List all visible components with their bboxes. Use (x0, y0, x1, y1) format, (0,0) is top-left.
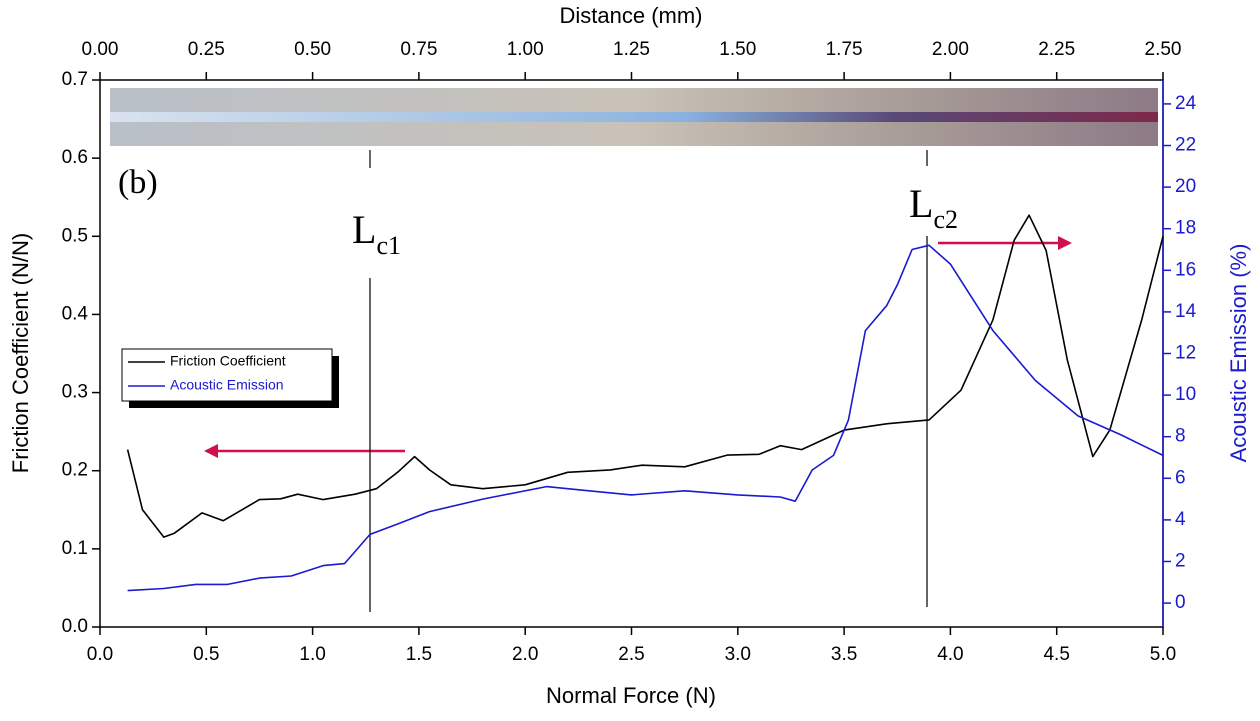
x-tick-label: 0.5 (193, 644, 219, 665)
critical-load-label: Lc1 (352, 207, 401, 260)
x-tick-label: 2.5 (618, 644, 644, 665)
x2-axis-label: Distance (mm) (559, 3, 702, 28)
x2-tick-label: 1.75 (826, 39, 863, 60)
critical-load-subscript: c1 (376, 231, 401, 260)
y2-tick-label: 0 (1175, 592, 1186, 613)
x-tick-label: 4.0 (937, 644, 963, 665)
legend-label: Acoustic Emission (170, 377, 284, 393)
y-tick-label: 0.4 (62, 303, 89, 324)
x-tick-label: 4.5 (1043, 644, 1069, 665)
critical-load-symbol: L (909, 181, 933, 226)
critical-load-subscript: c2 (933, 205, 958, 234)
critical-load-symbol: L (352, 207, 376, 252)
scratch-track (110, 112, 1158, 122)
y-tick-label: 0.1 (62, 538, 88, 559)
x2-tick-label: 1.00 (507, 39, 544, 60)
y2-tick-label: 12 (1175, 343, 1196, 364)
y2-tick-label: 16 (1175, 259, 1196, 280)
y-tick-label: 0.3 (62, 382, 88, 403)
y-tick-label: 0.6 (62, 147, 88, 168)
y2-tick-label: 22 (1175, 135, 1196, 156)
x2-tick-label: 0.50 (294, 39, 331, 60)
x2-tick-label: 1.50 (719, 39, 756, 60)
legend (121, 348, 333, 402)
series-line (127, 244, 1164, 592)
y2-tick-label: 10 (1175, 384, 1196, 405)
panel-label: (b) (118, 164, 158, 201)
x-tick-label: 2.0 (512, 644, 538, 665)
y2-tick-label: 20 (1175, 176, 1196, 197)
arrow-head (204, 444, 218, 458)
x-tick-label: 1.5 (406, 644, 432, 665)
y-tick-label: 0.0 (62, 616, 88, 637)
x2-tick-label: 2.25 (1038, 39, 1075, 60)
y2-tick-label: 4 (1175, 509, 1186, 530)
x-tick-label: 1.0 (299, 644, 325, 665)
critical-load-label: Lc2 (909, 181, 958, 234)
y2-tick-label: 14 (1175, 301, 1197, 322)
series-line (126, 214, 1164, 538)
y2-tick-label: 18 (1175, 218, 1196, 239)
y2-tick-label: 24 (1175, 93, 1197, 114)
x2-tick-label: 2.00 (932, 39, 969, 60)
x-tick-label: 3.5 (831, 644, 857, 665)
x2-tick-label: 0.25 (188, 39, 225, 60)
x2-tick-label: 0.00 (82, 39, 119, 60)
x-tick-label: 5.0 (1150, 644, 1176, 665)
x-tick-label: 3.0 (725, 644, 751, 665)
x-axis-label: Normal Force (N) (546, 683, 716, 708)
x2-tick-label: 2.50 (1145, 39, 1182, 60)
y-tick-label: 0.7 (62, 69, 88, 90)
x2-tick-label: 1.25 (613, 39, 650, 60)
y-axis-label: Friction Coefficient (N/N) (8, 233, 33, 473)
arrow-head (1058, 236, 1072, 250)
y2-tick-label: 2 (1175, 551, 1186, 572)
y-tick-label: 0.2 (62, 460, 88, 481)
x-tick-label: 0.0 (87, 644, 113, 665)
x2-tick-label: 0.75 (400, 39, 437, 60)
y2-tick-label: 8 (1175, 426, 1186, 447)
legend-label: Friction Coefficient (170, 353, 286, 369)
y-tick-label: 0.5 (62, 225, 88, 246)
y2-tick-label: 6 (1175, 467, 1186, 488)
y2-axis-label: Acoustic Emission (%) (1226, 244, 1251, 463)
